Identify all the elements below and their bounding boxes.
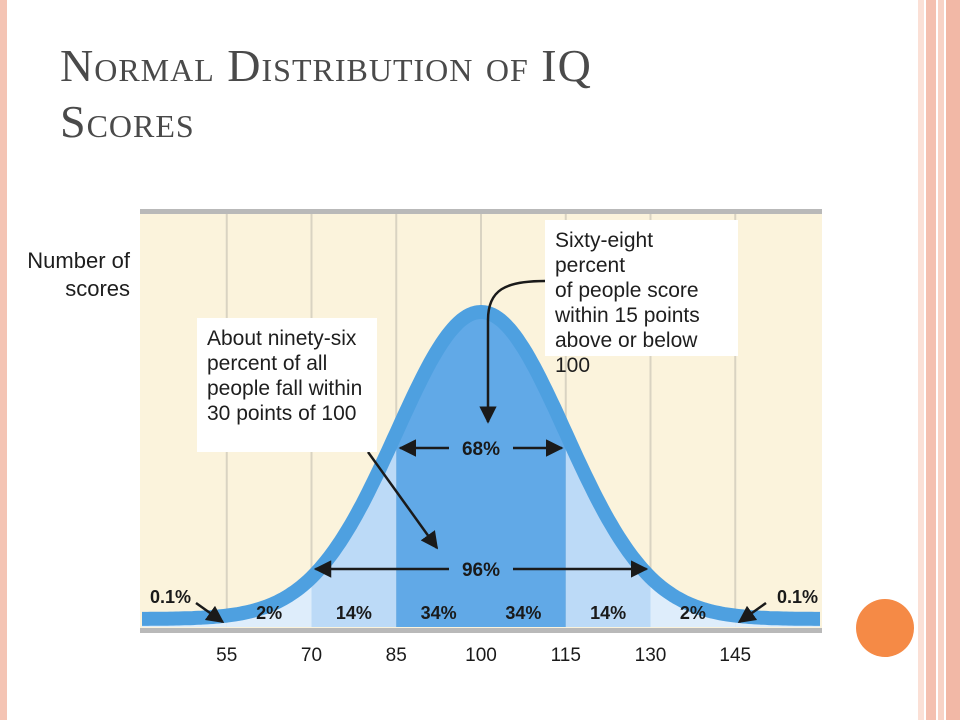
slide-title: Normal Distribution of IQ Scores (60, 38, 840, 150)
x-tick-label: 145 (719, 645, 751, 666)
callout-68-line-3: within 15 points (555, 304, 700, 327)
y-axis-label-line-2: scores (65, 276, 130, 301)
segment-percent-label: 34% (505, 603, 541, 623)
segment-percent-label: 2% (256, 603, 282, 623)
title-line-1: Normal Distribution of IQ (60, 40, 592, 91)
orange-accent-circle (856, 599, 914, 657)
callout-96-line-1: About ninety-six (207, 327, 357, 350)
x-tick-label: 85 (386, 645, 407, 666)
distribution-curve (137, 305, 825, 626)
pointer-96-callout (366, 451, 439, 550)
callout-68-line-1: Sixty-eight percent (555, 229, 654, 277)
range-label: 96% (462, 560, 500, 581)
x-tick-label: 115 (551, 645, 581, 666)
x-tick-label: 130 (635, 645, 667, 666)
segment-percent-label: 34% (421, 603, 457, 623)
pointer-68-callout (479, 279, 546, 424)
center-band (396, 312, 566, 627)
slide-right-decoration (918, 0, 960, 720)
segment-percent-label: 2% (680, 603, 706, 623)
callout-96-line-2: percent of all (207, 352, 328, 375)
x-tick-label: 100 (465, 645, 497, 666)
x-tick-label: 70 (301, 645, 322, 666)
segment-percent-label: 14% (336, 603, 372, 623)
plot-top-bar (140, 209, 822, 214)
segment-percent-label: 14% (590, 603, 626, 623)
callout-68-line-2: of people score (555, 279, 699, 302)
tail-pointer-right (737, 601, 767, 624)
slide-left-border (0, 0, 7, 720)
callout-68-line-4: above or below 100 (555, 329, 698, 377)
segment-percent-label: 0.1% (777, 587, 818, 607)
x-tick-label: 55 (216, 645, 237, 666)
segment-percent-label: 0.1% (150, 587, 191, 607)
callout-sixty-eight-percent: Sixty-eight percent of people score with… (545, 220, 738, 377)
y-axis-label: Number of scores (20, 247, 130, 303)
title-line-2: Scores (60, 96, 195, 147)
callout-ninety-six-percent: About ninety-six percent of all people f… (197, 318, 377, 452)
range-label: 68% (462, 439, 500, 460)
tail-pointer-left (195, 601, 225, 624)
x-axis-baseline (140, 628, 822, 633)
callout-96-line-4: 30 points of 100 (207, 402, 357, 425)
y-axis-label-line-1: Number of (27, 248, 130, 273)
callout-96-line-3: people fall within (207, 377, 363, 400)
